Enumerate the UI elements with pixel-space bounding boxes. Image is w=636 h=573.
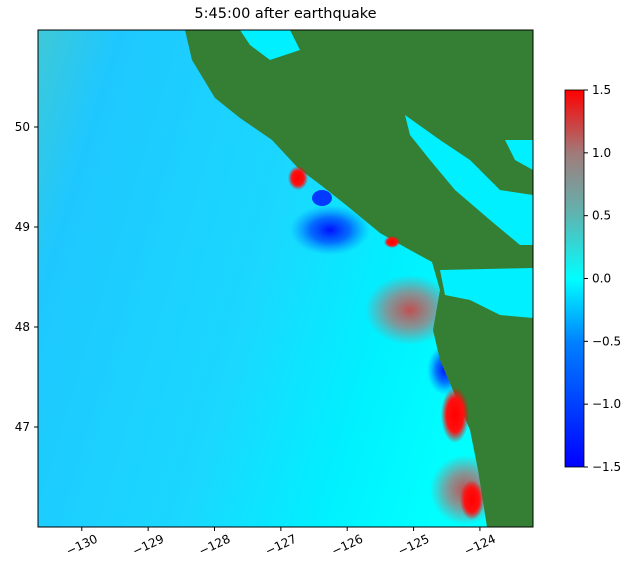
crest	[365, 275, 455, 345]
colorbar-tick-label: −1.0	[592, 397, 621, 411]
crest	[441, 387, 469, 443]
x-tick-label: −129	[130, 532, 166, 559]
x-tick-label: −126	[329, 532, 365, 559]
colorbar-tick-label: −1.5	[592, 460, 621, 474]
x-tick-label: −127	[263, 532, 299, 559]
x-tick-label: −125	[396, 532, 432, 559]
plot-frame	[37, 29, 534, 528]
map-area	[38, 30, 533, 527]
colorbar-tick-label: 1.5	[592, 83, 611, 97]
colorbar	[564, 89, 585, 468]
x-tick-label: −124	[462, 532, 498, 559]
colorbar-axis: 1.5 1.0 0.5 0.0 −0.5 −1.0 −1.5	[584, 83, 621, 474]
y-tick-label: 50	[15, 120, 30, 134]
x-tick-label: −128	[197, 532, 233, 559]
trough	[290, 205, 370, 255]
y-tick-label: 49	[15, 220, 30, 234]
colorbar-tick-label: 0.5	[592, 209, 611, 223]
crest	[460, 480, 484, 520]
y-tick-label: 47	[15, 420, 30, 434]
crest	[384, 236, 400, 248]
colorbar-tick-label: 1.0	[592, 146, 611, 160]
colorbar-tick-label: 0.0	[592, 272, 611, 286]
trough	[312, 190, 332, 206]
plot-title: 5:45:00 after earthquake	[194, 6, 377, 22]
x-tick-label: −130	[64, 532, 100, 559]
inland-waters	[240, 30, 533, 318]
y-axis: 47 48 49 50	[15, 120, 38, 434]
colorbar-tick-label: −0.5	[592, 334, 621, 348]
crest	[288, 166, 308, 190]
y-tick-label: 48	[15, 320, 30, 334]
x-axis: −130 −129 −128 −127 −126 −125 −124	[64, 527, 498, 558]
